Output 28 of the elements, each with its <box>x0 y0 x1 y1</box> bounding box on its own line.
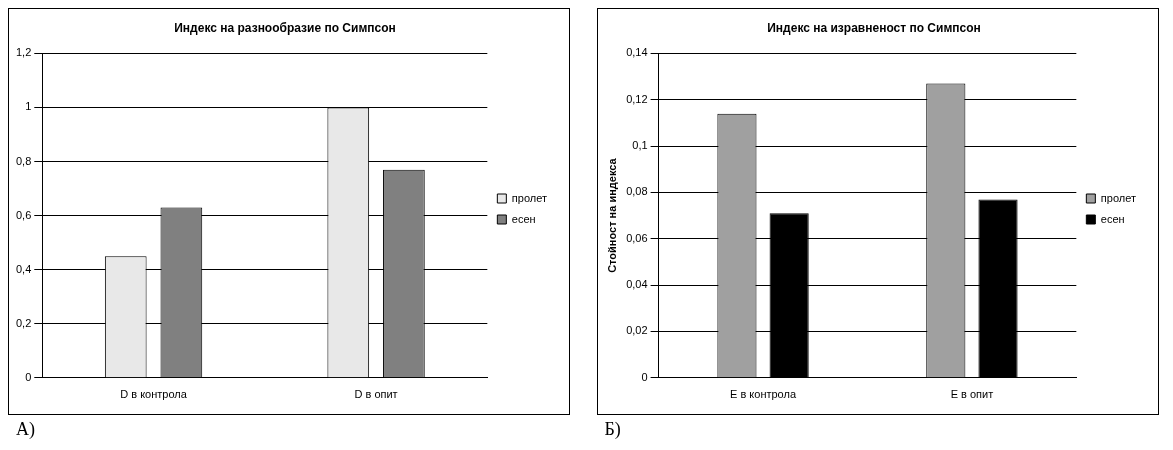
legend-label: пролет <box>1100 191 1136 204</box>
text: Б) <box>604 419 622 440</box>
text: А) <box>16 419 36 440</box>
y-tick-label: 0,1 <box>631 139 648 152</box>
y-tick-label: 0,12 <box>625 92 648 105</box>
chart-title: Индекс на разнообразие по Симпсон <box>174 20 396 35</box>
y-tick-label: 0,04 <box>625 278 648 291</box>
legend-label: есен <box>511 212 536 225</box>
y-tick-label: 0,6 <box>15 208 32 221</box>
x-tick-label: D в опит <box>354 388 398 401</box>
x-tick-label: Е в опит <box>950 388 993 401</box>
y-tick-label: 0 <box>640 370 648 383</box>
y-tick-label: 0,8 <box>15 154 32 167</box>
x-tick-label: D в контрола <box>120 388 188 401</box>
y-tick-label: 0,4 <box>15 262 32 275</box>
y-axis-title: Стойност на индекса <box>605 157 618 273</box>
y-tick-label: 0,14 <box>625 46 648 59</box>
y-tick-label: 0 <box>25 370 32 383</box>
legend-label: пролет <box>511 191 548 204</box>
y-tick-label: 1 <box>25 100 32 113</box>
y-tick-label: 0,2 <box>15 316 32 329</box>
legend-label: есен <box>1100 212 1125 225</box>
y-tick-label: 0,02 <box>625 324 648 337</box>
y-tick-label: 1,2 <box>15 46 32 59</box>
y-tick-label: 0,06 <box>625 231 648 244</box>
chart-title: Индекс на изравненост по Симпсон <box>766 20 981 35</box>
x-tick-label: Е в контрола <box>729 388 797 401</box>
y-tick-label: 0,08 <box>625 185 648 198</box>
